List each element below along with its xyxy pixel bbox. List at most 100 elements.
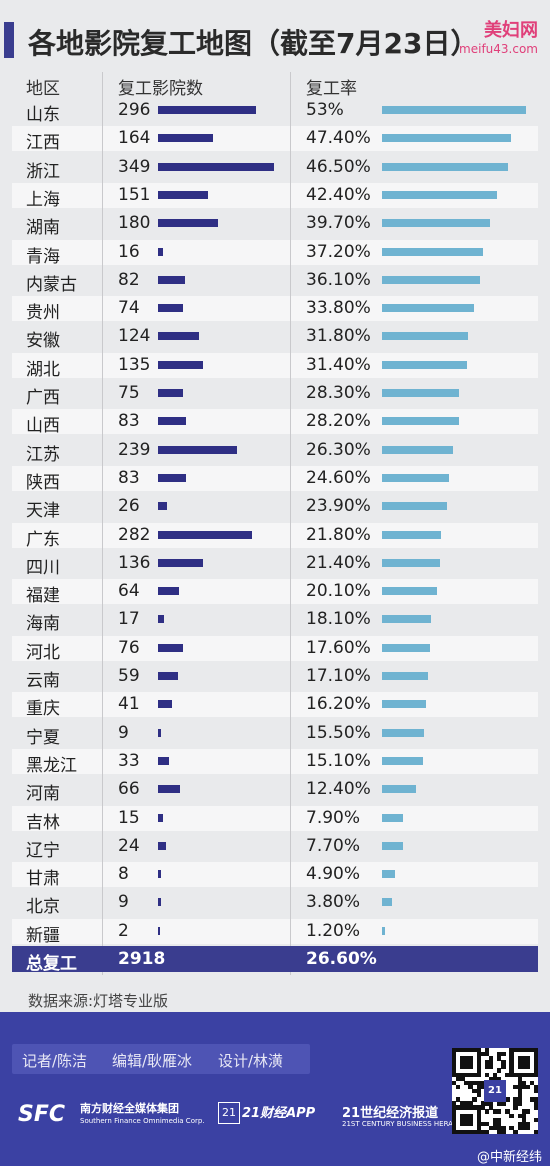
count-bar — [158, 275, 186, 284]
qr-module — [521, 1125, 526, 1131]
qr-module — [472, 1048, 477, 1053]
qr-module — [472, 1072, 477, 1077]
row-rate: 42.40% — [306, 184, 371, 205]
table-row: 湖南 180 39.70% — [12, 211, 538, 238]
row-rate: 4.90% — [306, 864, 361, 885]
row-rate: 21.80% — [306, 524, 371, 545]
row-rate: 15.10% — [306, 750, 371, 771]
count-bar — [158, 926, 160, 935]
qr-module — [497, 1068, 502, 1073]
count-bar — [158, 304, 183, 313]
qr-module — [484, 1109, 490, 1114]
table-row: 山西 83 28.20% — [12, 409, 538, 436]
count-bar — [158, 332, 200, 341]
qr-module — [456, 1084, 461, 1090]
qr-module — [517, 1093, 522, 1098]
qr-module — [501, 1064, 506, 1069]
qr-module — [464, 1056, 469, 1061]
qr-module — [460, 1048, 465, 1053]
qr-module — [476, 1088, 481, 1094]
qr-module — [509, 1113, 514, 1118]
rate-bar — [382, 587, 437, 596]
total-count: 2918 — [118, 949, 166, 969]
rate-bar — [382, 389, 459, 397]
row-count: 9 — [118, 722, 129, 743]
qr-code-icon[interactable]: 21 — [452, 1048, 539, 1135]
row-rate: 7.70% — [306, 835, 361, 856]
row-rate: 18.10% — [306, 609, 371, 630]
qr-module — [505, 1072, 510, 1077]
weibo-handle: @中新经纬 — [476, 1150, 542, 1165]
qr-module — [533, 1129, 539, 1135]
qr-module — [525, 1125, 531, 1131]
count-bar — [158, 530, 252, 539]
qr-module — [497, 1101, 502, 1106]
qr-module — [492, 1076, 498, 1082]
row-rate: 46.50% — [306, 156, 371, 177]
qr-module — [505, 1109, 510, 1114]
total-row: 总复工 2918 26.60% — [12, 946, 538, 974]
qr-module — [460, 1121, 465, 1127]
rate-bar — [382, 813, 404, 822]
table-row: 重庆 41 16.20% — [12, 692, 538, 719]
row-count: 164 — [118, 128, 151, 149]
qr-module — [533, 1064, 539, 1069]
qr-module — [460, 1056, 465, 1061]
qr-module — [480, 1052, 486, 1057]
row-region: 云南 — [26, 671, 60, 691]
sfc-logo: SFC — [18, 1102, 66, 1127]
qr-module — [476, 1129, 481, 1135]
count-bar — [158, 247, 164, 256]
qr-module — [472, 1080, 477, 1086]
qr-module — [497, 1125, 502, 1131]
rate-bar — [382, 106, 526, 114]
table-row: 广东 282 21.80% — [12, 522, 538, 550]
qr-module — [497, 1052, 502, 1057]
qr-module — [525, 1056, 531, 1061]
total-label: 总复工 — [26, 954, 77, 974]
table-row: 新疆 2 1.20% — [12, 918, 538, 946]
qr-module — [517, 1076, 522, 1082]
qr-module — [488, 1101, 494, 1106]
row-region: 新疆 — [26, 925, 60, 946]
row-region: 河北 — [26, 642, 60, 663]
row-rate: 23.90% — [306, 496, 371, 517]
table-row: 天津 26 23.90% — [12, 494, 538, 522]
row-rate: 3.80% — [306, 892, 361, 913]
row-region: 福建 — [26, 586, 60, 607]
header-count: 复工影院数 — [118, 79, 203, 99]
qr-module — [529, 1048, 535, 1053]
qr-module — [452, 1121, 457, 1127]
qr-module — [456, 1048, 461, 1053]
qr-module — [497, 1129, 502, 1135]
column-divider — [102, 72, 103, 976]
rate-bar — [382, 502, 447, 511]
table-row: 云南 59 17.10% — [12, 664, 538, 691]
row-region: 天津 — [26, 501, 60, 522]
qr-module — [521, 1072, 526, 1077]
qr-module — [476, 1080, 481, 1086]
count-bar — [158, 898, 161, 907]
count-bar — [158, 643, 184, 652]
table-row: 陕西 83 24.60% — [12, 465, 538, 493]
table-row: 内蒙古 82 36.10% — [12, 268, 538, 295]
qr-module — [521, 1080, 526, 1086]
qr-module — [513, 1072, 518, 1077]
qr-module — [492, 1109, 498, 1114]
row-rate: 15.50% — [306, 722, 371, 743]
table-row: 青海 16 37.20% — [12, 239, 538, 267]
table-row: 黑龙江 33 15.10% — [12, 748, 538, 776]
table-row: 甘肃 8 4.90% — [12, 862, 538, 889]
row-region: 陕西 — [26, 472, 60, 493]
row-rate: 20.10% — [306, 581, 371, 602]
qr-module — [513, 1129, 518, 1135]
row-region: 辽宁 — [26, 840, 60, 861]
qr-module — [533, 1101, 539, 1106]
qr-module — [533, 1088, 539, 1094]
row-region: 江西 — [26, 133, 60, 154]
row-region: 青海 — [26, 246, 60, 267]
table-row: 四川 136 21.40% — [12, 551, 538, 578]
qr-module — [509, 1056, 514, 1061]
count-bar — [158, 756, 169, 765]
row-rate: 16.20% — [306, 694, 371, 715]
